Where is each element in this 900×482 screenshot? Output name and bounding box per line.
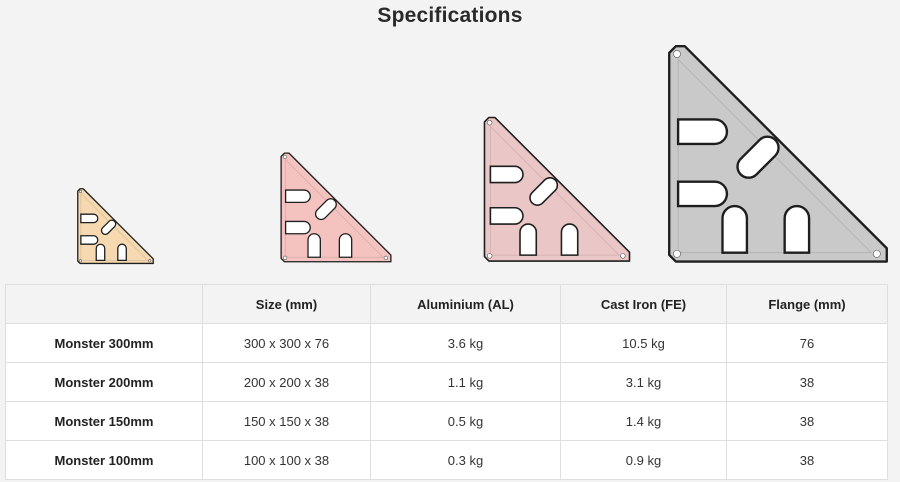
cell-model: Monster 150mm	[5, 401, 203, 441]
cell-flange: 38	[726, 440, 888, 480]
cell-size: 100 x 100 x 38	[202, 440, 371, 480]
table-row: Monster 200mm 200 x 200 x 38 1.1 kg 3.1 …	[5, 362, 888, 402]
monster-100mm-square-image	[77, 188, 154, 265]
table-row: Monster 100mm 100 x 100 x 38 0.3 kg 0.9 …	[5, 440, 888, 480]
monster-150mm-square-image	[280, 152, 392, 263]
header-cast-iron: Cast Iron (FE)	[560, 284, 727, 324]
cell-model: Monster 300mm	[5, 323, 203, 363]
cell-size: 300 x 300 x 76	[202, 323, 371, 363]
product-image-row	[77, 45, 888, 265]
monster-200mm-square-image	[483, 116, 631, 262]
cell-cast-iron: 10.5 kg	[560, 323, 727, 363]
header-model	[5, 284, 203, 324]
table-row: Monster 300mm 300 x 300 x 76 3.6 kg 10.5…	[5, 323, 888, 363]
cell-aluminium: 0.3 kg	[370, 440, 561, 480]
header-aluminium: Aluminium (AL)	[370, 284, 561, 324]
cell-size: 200 x 200 x 38	[202, 362, 371, 402]
cell-aluminium: 0.5 kg	[370, 401, 561, 441]
table-row: Monster 150mm 150 x 150 x 38 0.5 kg 1.4 …	[5, 401, 888, 441]
table-header-row: Size (mm) Aluminium (AL) Cast Iron (FE) …	[5, 284, 888, 324]
header-flange: Flange (mm)	[726, 284, 888, 324]
header-size: Size (mm)	[202, 284, 371, 324]
cell-aluminium: 3.6 kg	[370, 323, 561, 363]
cell-cast-iron: 1.4 kg	[560, 401, 727, 441]
cell-model: Monster 100mm	[5, 440, 203, 480]
cell-flange: 38	[726, 401, 888, 441]
specifications-table: Size (mm) Aluminium (AL) Cast Iron (FE) …	[5, 284, 888, 480]
cell-cast-iron: 0.9 kg	[560, 440, 727, 480]
cell-flange: 38	[726, 362, 888, 402]
page-title: Specifications	[377, 4, 523, 27]
monster-300mm-square-image	[668, 45, 888, 263]
cell-model: Monster 200mm	[5, 362, 203, 402]
cell-flange: 76	[726, 323, 888, 363]
cell-cast-iron: 3.1 kg	[560, 362, 727, 402]
cell-size: 150 x 150 x 38	[202, 401, 371, 441]
cell-aluminium: 1.1 kg	[370, 362, 561, 402]
